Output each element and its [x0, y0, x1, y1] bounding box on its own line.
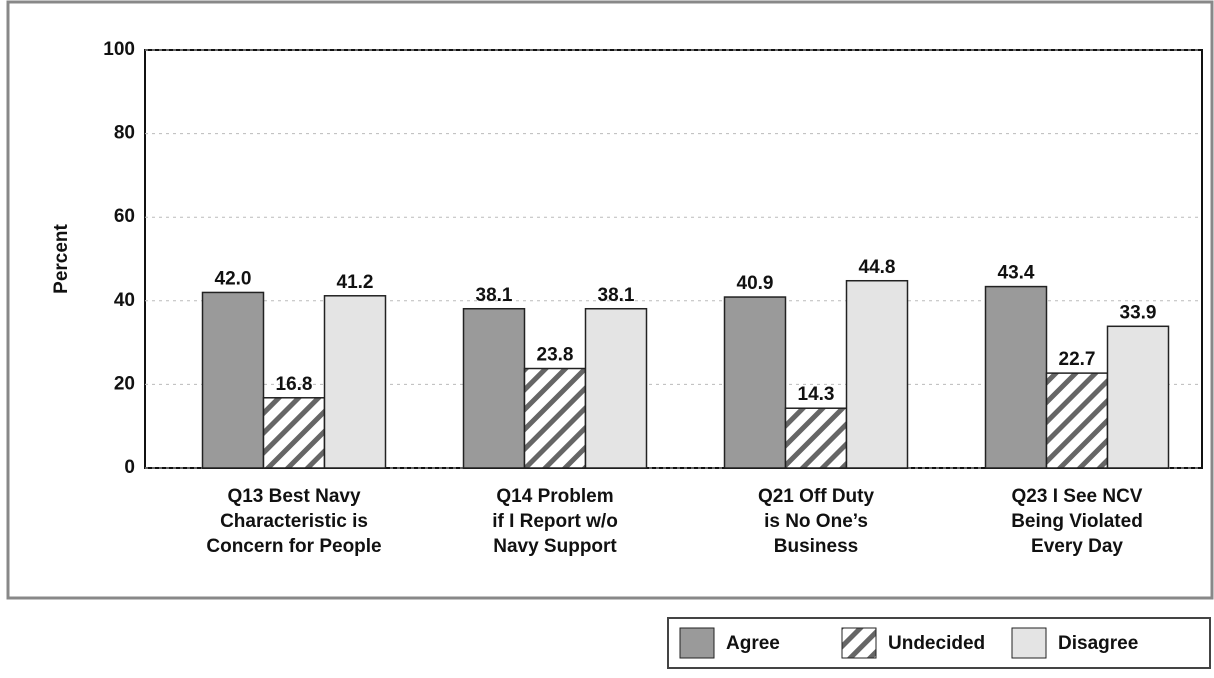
bar	[784, 407, 848, 469]
value-label: 41.2	[337, 272, 374, 293]
bar	[523, 367, 587, 469]
bar	[462, 307, 526, 469]
bar	[1045, 372, 1109, 469]
frame	[6, 0, 1214, 600]
value-label: 44.8	[859, 257, 896, 278]
legend-label: Disagree	[1058, 633, 1138, 654]
y-tick-label: 60	[114, 206, 135, 227]
x-tick-label: if I Report w/o	[492, 511, 618, 532]
legend-box	[667, 617, 1211, 669]
value-label: 23.8	[537, 345, 574, 366]
value-label: 14.3	[798, 384, 835, 405]
legend-label: Undecided	[888, 633, 985, 654]
bar	[845, 279, 909, 469]
value-label: 38.1	[476, 285, 513, 306]
bar	[1106, 325, 1170, 469]
value-label: 16.8	[276, 374, 313, 395]
y-tick-label: 20	[114, 373, 135, 394]
x-tick-label: Q13 Best Navy	[227, 486, 361, 507]
y-tick-label: 0	[124, 457, 135, 478]
bar	[323, 295, 387, 469]
y-axis-label: Percent	[51, 223, 72, 293]
bar	[201, 291, 265, 469]
legend-swatch	[679, 627, 715, 659]
y-tick-label: 80	[114, 123, 135, 144]
bar	[984, 285, 1048, 469]
value-label: 43.4	[998, 263, 1035, 284]
x-tick-label: Navy Support	[493, 536, 617, 557]
x-tick-label: Q23 I See NCV	[1012, 486, 1143, 507]
y-tick-label: 100	[103, 39, 135, 60]
value-label: 38.1	[598, 285, 635, 306]
legend-label: Agree	[726, 633, 780, 654]
bar	[723, 296, 787, 469]
value-label: 33.9	[1120, 302, 1157, 323]
x-tick-label: Q21 Off Duty	[758, 486, 875, 507]
x-tick-label: Concern for People	[206, 536, 381, 557]
bar	[584, 307, 648, 469]
x-tick-label: Being Violated	[1011, 511, 1143, 532]
x-tick-label: is No One’s	[764, 511, 868, 532]
legend-swatch	[1011, 627, 1047, 659]
x-tick-label: Every Day	[1031, 536, 1123, 557]
value-label: 40.9	[737, 273, 774, 294]
x-tick-label: Characteristic is	[220, 511, 368, 532]
legend-swatch	[841, 627, 877, 659]
y-tick-label: 40	[114, 290, 135, 311]
plot-area	[144, 49, 1203, 469]
value-label: 42.0	[215, 268, 252, 289]
x-tick-label: Business	[774, 536, 858, 557]
value-label: 22.7	[1059, 349, 1096, 370]
x-tick-label: Q14 Problem	[496, 486, 613, 507]
bar	[262, 397, 326, 469]
